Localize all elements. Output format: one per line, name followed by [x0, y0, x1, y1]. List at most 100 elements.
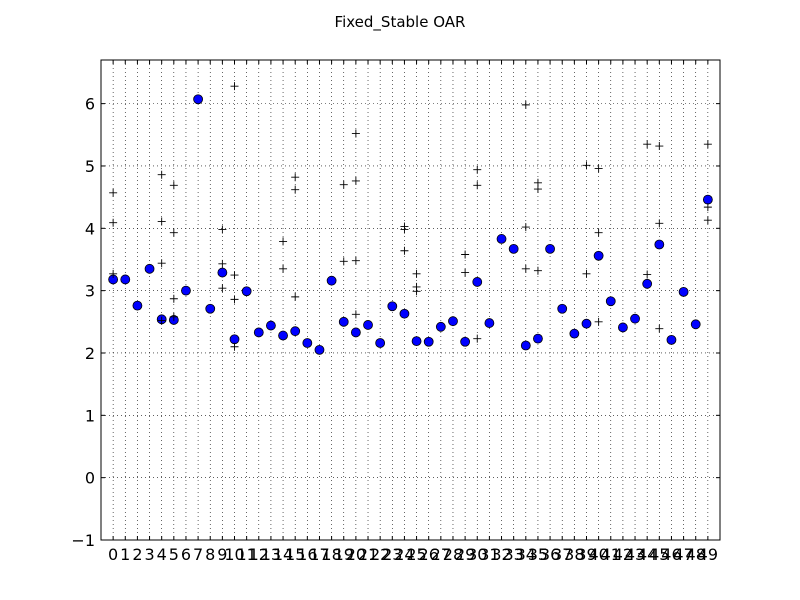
y-tick-label: 0: [85, 469, 95, 488]
plus-marker: [230, 82, 239, 91]
data-point: [605, 296, 616, 307]
x-tick-label: 42: [613, 545, 633, 564]
data-point: [253, 327, 264, 338]
data-point: [266, 320, 276, 331]
plus-marker: [533, 185, 542, 194]
data-point: [314, 344, 325, 355]
data-point: [399, 308, 410, 319]
data-point: [290, 326, 301, 337]
plus-marker: [339, 180, 348, 189]
plus-marker: [291, 292, 300, 301]
data-point: [375, 338, 386, 348]
plus-marker: [157, 259, 166, 268]
plus-marker: [169, 312, 178, 321]
x-tick-label: 49: [698, 545, 718, 564]
plus-marker: [157, 217, 166, 226]
x-tick-label: 13: [261, 545, 281, 564]
data-point: [618, 322, 628, 333]
x-tick-label: 40: [588, 545, 608, 564]
data-point: [690, 319, 701, 330]
data-point: [666, 334, 677, 345]
x-tick-label: 12: [249, 545, 269, 564]
x-tick-label: 33: [503, 545, 523, 564]
data-point: [326, 275, 337, 286]
plus-marker: [703, 140, 712, 149]
x-tick-label: 15: [285, 545, 305, 564]
plus-marker: [521, 223, 530, 232]
data-point: [460, 336, 471, 347]
data-point: [654, 239, 665, 250]
x-tick-label: 20: [346, 545, 366, 564]
x-tick-label: 23: [382, 545, 402, 564]
plus-marker: [230, 295, 239, 304]
data-point: [132, 300, 143, 311]
plus-marker: [169, 294, 178, 303]
plus-marker: [473, 165, 482, 174]
data-point: [508, 243, 519, 254]
plus-marker: [412, 269, 421, 278]
plus-marker: [218, 225, 227, 234]
plus-marker: [655, 142, 664, 151]
x-tick-label: 30: [467, 545, 487, 564]
data-point: [278, 330, 288, 341]
plus-marker: [400, 246, 409, 255]
plus-marker: [351, 176, 360, 185]
x-tick-label: 21: [358, 545, 378, 564]
data-point: [702, 194, 713, 205]
plus-marker: [655, 324, 664, 333]
data-point: [217, 267, 228, 278]
data-point: [484, 318, 495, 328]
x-tick-label: 35: [528, 545, 548, 564]
x-tick-label: 31: [479, 545, 499, 564]
plus-marker: [279, 237, 288, 246]
plus-marker: [169, 181, 178, 190]
plus-marker: [279, 264, 288, 273]
plus-marker: [643, 140, 652, 149]
x-tick-label: 0: [108, 545, 118, 564]
x-tick-label: 3: [144, 545, 154, 564]
x-tick-label: 47: [673, 545, 693, 564]
x-tick-label: 16: [297, 545, 317, 564]
plus-marker: [582, 269, 591, 278]
x-tick-label: 32: [491, 545, 511, 564]
x-tick-label: 34: [516, 545, 536, 564]
data-point: [557, 303, 568, 314]
chart-title: Fixed_Stable OAR: [335, 13, 466, 32]
data-point: [520, 340, 531, 351]
x-tick-label: 25: [406, 545, 426, 564]
y-tick-label: 2: [85, 344, 95, 363]
x-tick-label: 9: [217, 545, 227, 564]
x-tick-label: 1: [120, 545, 130, 564]
data-point: [387, 301, 398, 312]
x-tick-label: 39: [576, 545, 596, 564]
x-tick-label: 5: [169, 545, 179, 564]
x-tick-label: 48: [686, 545, 706, 564]
plus-marker: [594, 228, 603, 237]
data-point: [229, 334, 240, 345]
x-tick-label: 22: [370, 545, 390, 564]
plus-marker: [351, 310, 360, 319]
plus-marker: [218, 284, 227, 293]
x-tick-label: 43: [625, 545, 645, 564]
plus-marker: [655, 219, 664, 228]
plus-marker: [582, 161, 591, 170]
plus-marker: [157, 316, 166, 325]
data-point: [144, 263, 155, 274]
x-tick-label: 6: [181, 545, 191, 564]
x-tick-label: 4: [157, 545, 167, 564]
x-tick-label: 11: [236, 545, 256, 564]
plus-marker: [461, 268, 470, 277]
plus-marker: [291, 173, 300, 182]
x-tick-label: 44: [637, 545, 657, 564]
plus-marker: [594, 317, 603, 326]
plus-marker: [109, 218, 118, 227]
plot-frame: [100, 59, 721, 541]
data-point: [302, 338, 313, 348]
x-tick-label: 7: [193, 545, 203, 564]
x-tick-label: 45: [649, 545, 669, 564]
plus-marker: [473, 181, 482, 190]
data-point: [642, 278, 653, 289]
